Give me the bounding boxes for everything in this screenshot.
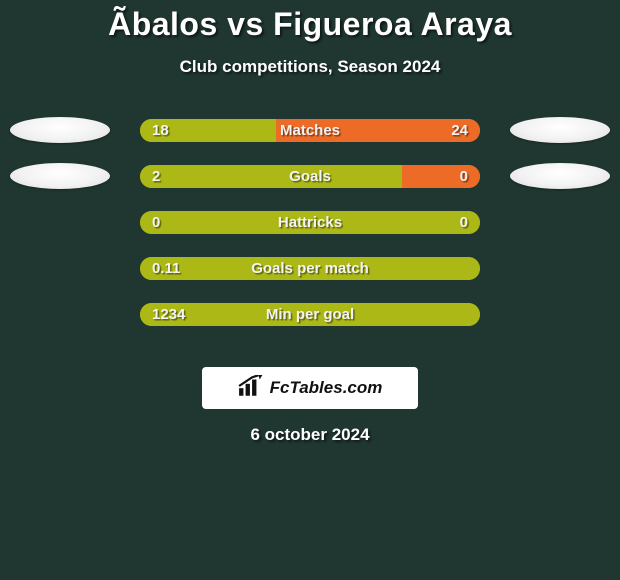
stat-name: Hattricks: [140, 211, 480, 234]
stat-bar: 2Goals0: [140, 165, 480, 188]
stat-row: 1234Min per goal: [0, 303, 620, 333]
date: 6 october 2024: [0, 425, 620, 445]
stat-row: 2Goals0: [0, 165, 620, 195]
player-photo-left: [10, 163, 110, 189]
stat-name: Goals per match: [140, 257, 480, 280]
player-photo-right: [510, 117, 610, 143]
stat-bar: 0.11Goals per match: [140, 257, 480, 280]
stat-row: 18Matches24: [0, 119, 620, 149]
page-title: Ãbalos vs Figueroa Araya: [0, 6, 620, 43]
stat-value-right: 0: [460, 165, 468, 188]
stat-bar: 18Matches24: [140, 119, 480, 142]
stat-bar: 0Hattricks0: [140, 211, 480, 234]
stat-name: Min per goal: [140, 303, 480, 326]
stat-row: 0Hattricks0: [0, 211, 620, 241]
stat-value-right: 24: [451, 119, 468, 142]
brand-text: FcTables.com: [270, 378, 383, 398]
chart-icon: [238, 375, 264, 402]
stat-name: Matches: [140, 119, 480, 142]
stat-row: 0.11Goals per match: [0, 257, 620, 287]
stat-bar: 1234Min per goal: [140, 303, 480, 326]
stat-rows: 18Matches242Goals00Hattricks00.11Goals p…: [0, 119, 620, 333]
stat-name: Goals: [140, 165, 480, 188]
subtitle: Club competitions, Season 2024: [0, 57, 620, 77]
brand-badge: FcTables.com: [202, 367, 418, 409]
stat-value-right: 0: [460, 211, 468, 234]
player-photo-right: [510, 163, 610, 189]
player-photo-left: [10, 117, 110, 143]
